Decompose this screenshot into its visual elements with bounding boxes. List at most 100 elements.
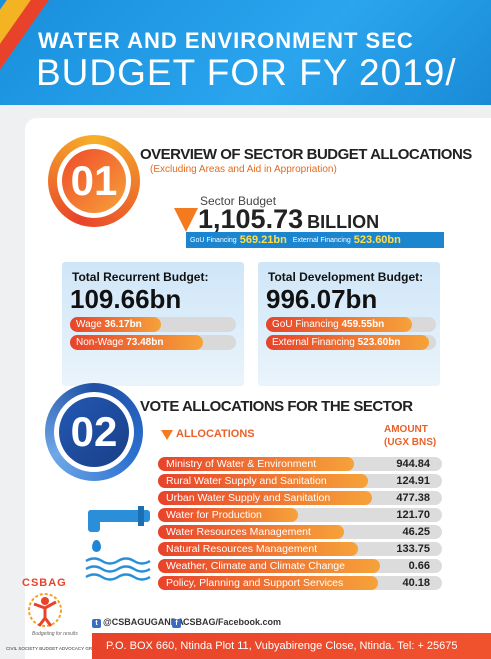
twitter-icon: t xyxy=(92,619,101,628)
allocation-row: Ministry of Water & Environment 944.84 xyxy=(158,457,442,471)
allocation-row: Water for Production 121.70 xyxy=(158,508,442,522)
row-value: 944.84 xyxy=(396,458,430,470)
section-title: VOTE ALLOCATIONS FOR THE SECTOR xyxy=(140,398,413,415)
row-label: Rural Water Supply and Sanitation xyxy=(166,475,327,487)
row-label-fill xyxy=(158,525,344,539)
allocation-row: Natural Resources Management 133.75 xyxy=(158,542,442,556)
section-02-badge: 02 xyxy=(54,392,134,472)
wage-label: Wage xyxy=(76,319,102,330)
financing-bar: GoU Financing 569.21bn External Financin… xyxy=(186,232,444,248)
section-number: 02 xyxy=(70,408,118,455)
allocation-row: Weather, Climate and Climate Change 0.66 xyxy=(158,559,442,573)
row-value: 477.38 xyxy=(396,492,430,504)
external-dev-pill-fill: External Financing 523.60bn xyxy=(266,335,430,350)
gou-financing-label: GoU Financing xyxy=(190,236,237,244)
down-arrow-icon xyxy=(161,430,173,440)
row-label: Ministry of Water & Environment xyxy=(166,458,317,470)
gou-dev-pill: GoU Financing 459.55bn xyxy=(266,317,436,332)
row-label: Urban Water Supply and Sanitation xyxy=(166,492,331,504)
facebook-link[interactable]: f CSBAG/Facebook.com xyxy=(172,617,281,628)
twitter-text: @CSBAGUGANDA xyxy=(103,617,184,627)
twitter-handle[interactable]: t @CSBAGUGANDA xyxy=(92,617,184,628)
section-02-ring: 02 xyxy=(45,383,143,481)
organization-name: CIVIL SOCIETY BUDGET ADVOCACY GROUP xyxy=(6,646,102,651)
amount-header-line1: AMOUNT xyxy=(384,424,428,435)
gou-dev-value: 459.55bn xyxy=(341,319,385,330)
section-02-inner: 02 xyxy=(59,397,129,467)
address-bar: P.O. BOX 660, Ntinda Plot 11, Vubyabiren… xyxy=(92,633,491,659)
external-dev-pill: External Financing 523.60bn xyxy=(266,335,436,350)
wage-value: 36.17bn xyxy=(104,319,142,330)
wave-line xyxy=(85,557,151,565)
row-label-fill xyxy=(158,542,358,556)
water-tap-flange xyxy=(138,506,144,526)
row-value: 46.25 xyxy=(402,526,430,538)
header-title-line2: BUDGET FOR FY 2019/ xyxy=(36,52,457,93)
row-label-fill xyxy=(158,508,298,522)
water-tap-icon xyxy=(88,510,150,522)
row-label-fill xyxy=(158,559,380,573)
row-label-fill xyxy=(158,474,368,488)
row-label-fill xyxy=(158,457,354,471)
row-label: Weather, Climate and Climate Change xyxy=(166,560,345,572)
nonwage-label: Non-Wage xyxy=(76,337,124,348)
wage-pill: Wage 36.17bn xyxy=(70,317,236,332)
external-dev-value: 523.60bn xyxy=(357,337,401,348)
allocation-row: Water Resources Management 46.25 xyxy=(158,525,442,539)
section-subtitle: (Excluding Areas and Aid in Appropriatio… xyxy=(150,164,337,175)
header-banner: WATER AND ENVIRONMENT SEC BUDGET FOR FY … xyxy=(0,0,491,105)
wage-pill-fill: Wage 36.17bn xyxy=(70,317,162,332)
row-value: 121.70 xyxy=(396,509,430,521)
allocation-row: Urban Water Supply and Sanitation 477.38 xyxy=(158,491,442,505)
section-01-ring: 01 xyxy=(48,135,140,227)
row-value: 0.66 xyxy=(408,560,430,572)
development-title: Total Development Budget: xyxy=(268,270,424,284)
facebook-icon: f xyxy=(172,619,181,628)
external-financing-label: External Financing xyxy=(292,236,351,244)
header-title-line1: WATER AND ENVIRONMENT SEC xyxy=(38,28,414,53)
facebook-text: CSBAG/Facebook.com xyxy=(183,617,282,627)
wave-line xyxy=(85,565,151,573)
csbag-logo: CSBAG xyxy=(22,577,67,589)
development-value: 996.07bn xyxy=(266,284,378,314)
sector-budget-value: 1,105.73 BILLION xyxy=(198,204,379,235)
down-arrow-icon xyxy=(174,208,198,232)
row-value: 133.75 xyxy=(396,543,430,555)
allocation-row: Policy, Planning and Support Services 40… xyxy=(158,576,442,590)
recurrent-title: Total Recurrent Budget: xyxy=(72,270,209,284)
wave-line xyxy=(85,573,151,581)
nonwage-value: 73.48bn xyxy=(126,337,164,348)
row-label: Policy, Planning and Support Services xyxy=(166,577,344,589)
nonwage-pill-fill: Non-Wage 73.48bn xyxy=(70,335,203,350)
gou-dev-label: GoU Financing xyxy=(272,319,339,330)
recurrent-value: 109.66bn xyxy=(70,284,182,314)
development-budget-panel: Total Development Budget: 996.07bn GoU F… xyxy=(258,262,440,386)
nonwage-pill: Non-Wage 73.48bn xyxy=(70,335,236,350)
row-label: Natural Resources Management xyxy=(166,543,318,555)
allocations-header: ALLOCATIONS xyxy=(176,428,255,440)
sector-budget-unit: BILLION xyxy=(307,212,380,232)
csbag-logo-figure-icon xyxy=(28,593,62,627)
water-waves-icon xyxy=(85,557,151,581)
gou-dev-pill-fill: GoU Financing 459.55bn xyxy=(266,317,413,332)
water-tap-spout xyxy=(88,510,100,532)
section-01-inner: 01 xyxy=(62,149,126,213)
section-number: 01 xyxy=(70,157,118,204)
row-value: 40.18 xyxy=(402,577,430,589)
section-title: OVERVIEW OF SECTOR BUDGET ALLOCATIONS xyxy=(140,146,472,163)
external-dev-label: External Financing xyxy=(272,337,355,348)
allocation-row: Rural Water Supply and Sanitation 124.91 xyxy=(158,474,442,488)
recurrent-budget-panel: Total Recurrent Budget: 109.66bn Wage 36… xyxy=(62,262,244,386)
gou-financing-value: 569.21bn xyxy=(239,234,287,246)
sector-budget-amount: 1,105.73 xyxy=(198,204,304,234)
row-label-fill xyxy=(158,491,372,505)
row-value: 124.91 xyxy=(396,475,430,487)
sector-budget-label: Sector Budget xyxy=(200,194,277,208)
section-01-badge: 01 xyxy=(57,144,131,218)
row-label: Water for Production xyxy=(166,509,262,521)
row-label-fill xyxy=(158,576,378,590)
external-financing-value: 523.60bn xyxy=(353,234,401,246)
amount-header-line2: (UGX BNS) xyxy=(384,437,437,448)
logo-slogan: Budgeting for results xyxy=(32,631,78,637)
water-drop-icon xyxy=(92,540,101,552)
